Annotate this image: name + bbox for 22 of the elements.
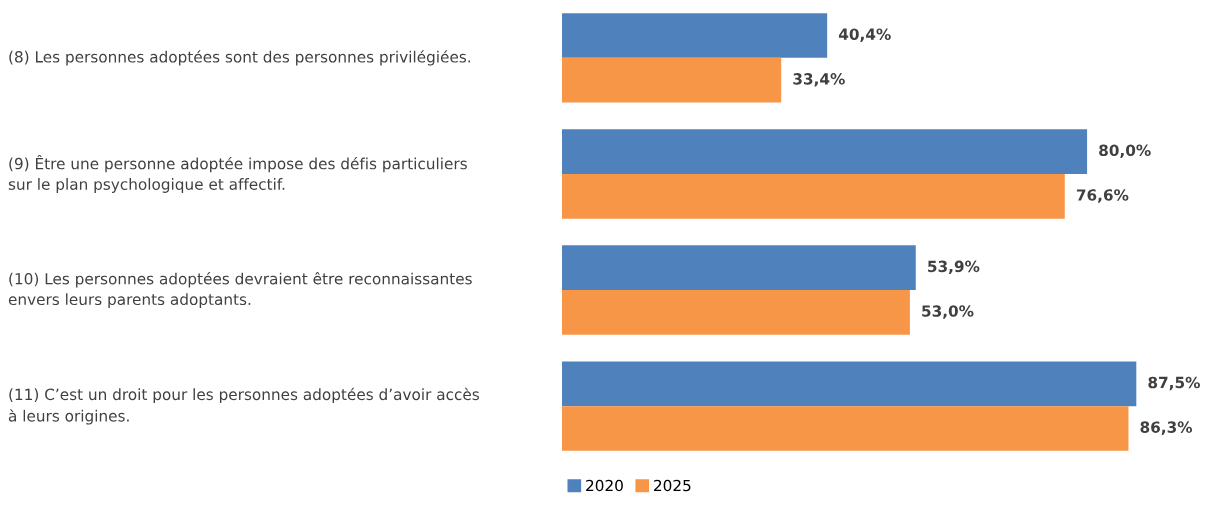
bar <box>562 290 910 335</box>
bar <box>562 129 1088 174</box>
legend-label: 2020 <box>586 479 623 492</box>
bar <box>562 57 782 103</box>
bar <box>562 406 1129 451</box>
legend-label: 2025 <box>654 479 691 492</box>
data-label: 53,9% <box>928 260 980 275</box>
bar <box>562 173 1065 219</box>
y-tick-label: (11) C’est un droit pour les personnes adoptées d’avoir accès à leurs origines. <box>8 387 480 425</box>
data-label: 76,6% <box>1076 189 1129 203</box>
y-tick-label: (9) Être une personne adoptée impose des défis particuliers sur le plan psychologique et affectif. <box>8 154 467 193</box>
data-label: 53,0% <box>922 305 974 319</box>
bar <box>562 13 828 58</box>
data-label: 86,3% <box>1140 421 1193 435</box>
data-label: 87,5% <box>1148 376 1200 391</box>
y-tick-label: (10) Les personnes adoptées devraient être reconnaissantes envers leurs parents adoptants. <box>8 272 472 309</box>
data-label: 33,4% <box>793 73 845 87</box>
bar <box>562 361 1137 407</box>
bar <box>562 245 916 291</box>
data-label: 80,0% <box>1099 144 1151 158</box>
y-tick-label: (8) Les personnes adoptées sont des personnes privilégiées. <box>9 50 471 66</box>
data-label: 40,4% <box>838 28 891 42</box>
